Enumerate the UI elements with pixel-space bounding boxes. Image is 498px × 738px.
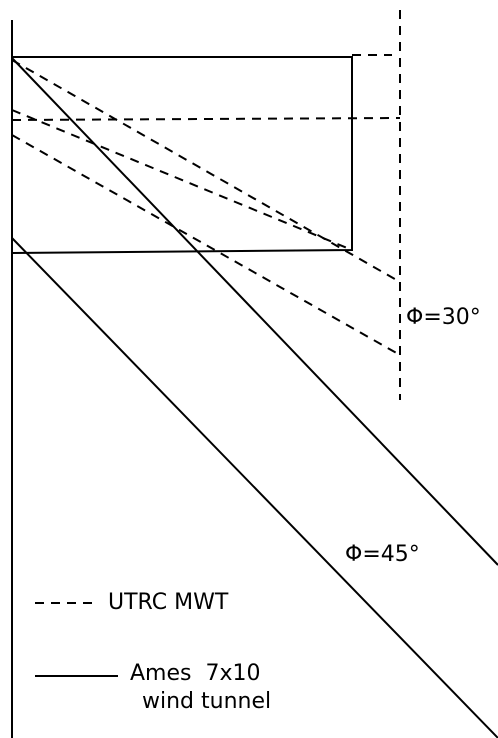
dashed-diagonal	[11, 109, 353, 251]
legend-text: wind tunnel	[142, 689, 271, 714]
solid-diagonal	[11, 237, 498, 738]
phi-45-label: Φ=45°	[345, 542, 420, 567]
dashed-diagonal	[11, 59, 401, 283]
legend-text: Ames 7x10	[130, 661, 260, 686]
dashed-diagonal	[11, 134, 401, 356]
legend-text: UTRC MWT	[108, 590, 229, 615]
rectangle	[11, 56, 353, 254]
phi-30-label: Φ=30°	[406, 305, 481, 330]
solid-diagonal	[11, 57, 498, 566]
dashed-horizontal	[11, 117, 401, 121]
